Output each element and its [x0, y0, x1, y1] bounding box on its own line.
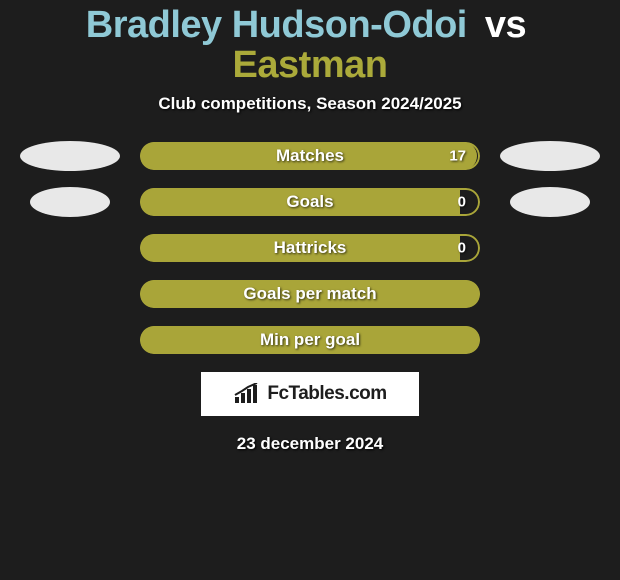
subtitle: Club competitions, Season 2024/2025 [0, 94, 620, 114]
left-ellipse [30, 187, 110, 217]
bar-label: Matches [276, 146, 344, 166]
bar-label: Hattricks [274, 238, 347, 258]
bar-label: Goals [286, 192, 333, 212]
right-ellipse [500, 141, 600, 171]
vs-label: vs [485, 4, 526, 46]
stat-bar: Matches 17 [140, 142, 480, 170]
stat-rows: Matches 17 Goals 0 Hattricks 0 Goals per match… [0, 142, 620, 354]
stat-row: Goals per match [0, 280, 620, 308]
player1-name: Bradley Hudson-Odoi [86, 4, 467, 46]
stat-row: Matches 17 [0, 142, 620, 170]
chart-icon [233, 383, 263, 405]
comparison-card: Bradley Hudson-Odoi vs Eastman Club comp… [0, 0, 620, 454]
bar-value: 0 [458, 193, 466, 210]
stat-bar: Min per goal [140, 326, 480, 354]
bar-value: 0 [458, 239, 466, 256]
stat-row: Hattricks 0 [0, 234, 620, 262]
bar-value: 17 [449, 147, 466, 164]
left-ellipse [20, 141, 120, 171]
right-ellipse [510, 187, 590, 217]
stat-bar: Goals per match [140, 280, 480, 308]
bar-label: Min per goal [260, 330, 360, 350]
stat-bar: Hattricks 0 [140, 234, 480, 262]
bar-label: Goals per match [243, 284, 376, 304]
source-logo: FcTables.com [201, 372, 419, 416]
player2-name: Eastman [233, 44, 388, 86]
stat-row: Min per goal [0, 326, 620, 354]
stat-bar: Goals 0 [140, 188, 480, 216]
logo-text: FcTables.com [267, 383, 386, 405]
title: Bradley Hudson-Odoi vs Eastman [0, 6, 620, 94]
date-label: 23 december 2024 [0, 434, 620, 454]
stat-row: Goals 0 [0, 188, 620, 216]
